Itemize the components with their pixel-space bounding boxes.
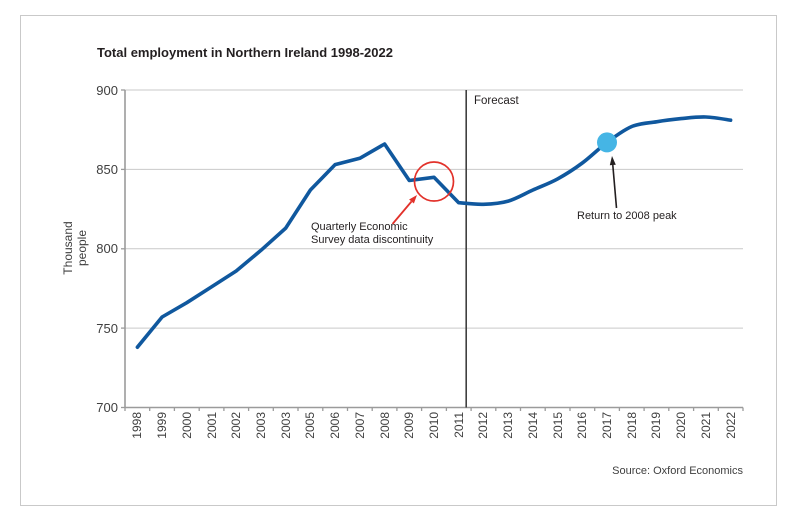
x-tick-label: 2007 [352, 412, 367, 439]
forecast-label: Forecast [474, 95, 519, 107]
x-tick-label: 2016 [575, 412, 590, 439]
peak-arrow-line [612, 164, 618, 209]
chart-title: Total employment in Northern Ireland 199… [97, 45, 393, 60]
x-tick-label: 2019 [649, 412, 664, 439]
y-tick-label: 900 [96, 82, 118, 98]
y-tick-label: 750 [96, 320, 118, 336]
x-tick-label: 2021 [698, 412, 713, 439]
x-tick-label: 2008 [377, 412, 392, 439]
x-tick-label: 2005 [303, 412, 318, 439]
discontinuity-annotation-line1: Quarterly Economic [311, 221, 408, 233]
x-tick-label: 2010 [427, 412, 441, 439]
y-tick-label: 850 [96, 161, 118, 177]
x-tick-label: 2000 [179, 412, 194, 439]
source-note: Source: Oxford Economics [612, 465, 743, 477]
x-tick-label: 2006 [328, 412, 343, 439]
x-tick-label: 1999 [155, 412, 170, 439]
x-tick-label: 2003 [278, 412, 293, 439]
chart-frame-border [20, 15, 777, 506]
x-tick-label: 2018 [624, 412, 639, 439]
x-tick-label: 2001 [204, 412, 219, 439]
peak-annotation: Return to 2008 peak [577, 210, 677, 222]
employment-line [135, 115, 733, 349]
x-tick-label: 2002 [229, 412, 244, 439]
x-tick-label: 2013 [501, 412, 516, 439]
x-tick-label: 2017 [600, 412, 615, 439]
discontinuity-circle [413, 161, 455, 202]
discontinuity-annotation-line2: Survey data discontinuity [311, 234, 434, 246]
y-tick-label: 700 [96, 400, 118, 415]
discontinuity-arrowhead [409, 195, 417, 204]
x-tick-label: 2012 [476, 412, 491, 439]
x-tick-label: 2020 [674, 412, 689, 439]
x-tick-label: 2009 [402, 412, 417, 439]
x-tick-label: 1998 [130, 412, 145, 439]
x-tick-label: 2003 [253, 412, 268, 439]
x-tick-label: 2014 [525, 412, 540, 439]
discontinuity-annotation: Quarterly Economic Survey data discontin… [311, 221, 433, 247]
y-tick-label: 800 [96, 241, 118, 257]
peak-arrowhead [609, 156, 616, 166]
x-tick-label: 2011 [451, 412, 466, 438]
peak-marker-dot [597, 132, 617, 153]
x-tick-label: 2015 [550, 412, 565, 439]
discontinuity-arrow-line [391, 200, 413, 225]
x-tick-label: 2022 [723, 412, 738, 439]
